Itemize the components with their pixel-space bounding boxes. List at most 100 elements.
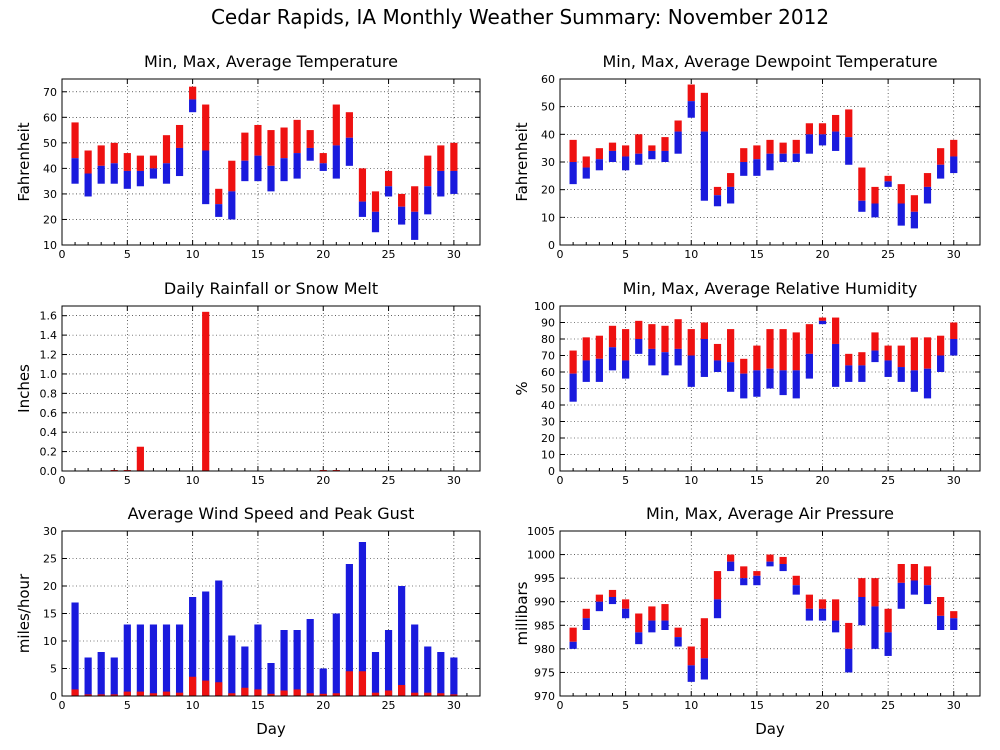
pressure-bar-lower (779, 564, 787, 572)
humidity-bar-lower (923, 368, 932, 399)
dewpoint-bar-upper (635, 134, 643, 154)
humidity-xtick-label: 15 (750, 474, 764, 487)
wind-gust-bar (332, 613, 340, 696)
temperature-plot-frame (61, 78, 481, 246)
wind-gust-bar (97, 652, 105, 696)
pressure-title: Min, Max, Average Air Pressure (646, 504, 894, 523)
humidity-bar-lower (818, 320, 827, 325)
wind-gust-bar (437, 652, 445, 696)
rainfall-ytick-label: 1.6 (40, 310, 58, 323)
dewpoint-xtick-label: 30 (947, 248, 961, 261)
pressure-bar-upper (595, 594, 603, 602)
chart-panels: Min, Max, Average Temperature10203040506… (15, 52, 981, 738)
rainfall-ytick-label: 0.2 (40, 446, 58, 459)
rainfall-ytick-label: 1.2 (40, 349, 58, 362)
wind-gust-bar (228, 635, 236, 696)
pressure-bar-lower (766, 561, 774, 567)
dewpoint-panel: Min, Max, Average Dewpoint Temperature 0 1… (513, 52, 981, 261)
wind-average-bar (411, 692, 419, 696)
dewpoint-bar-lower (832, 131, 840, 151)
humidity-bar-upper (713, 343, 722, 361)
humidity-bar-upper (635, 320, 643, 339)
humidity-ytick-label: 10 (541, 449, 555, 462)
humidity-title: Min, Max, Average Relative Humidity (623, 279, 918, 298)
pressure-bar-lower (845, 648, 853, 673)
wind-gust-bar (189, 597, 197, 696)
pressure-bar-lower (727, 561, 735, 572)
temperature-bar-upper (254, 124, 262, 156)
rainfall-xtick-label: 30 (447, 474, 461, 487)
temperature-bar-upper (345, 112, 353, 138)
humidity-ytick-label: 100 (534, 300, 555, 313)
wind-ytick-label: 30 (43, 525, 57, 538)
dewpoint-bar-upper (792, 139, 800, 154)
rainfall-title: Daily Rainfall or Snow Melt (164, 279, 378, 298)
wind-gust-bar (254, 624, 262, 696)
temperature-bar-lower (293, 153, 301, 179)
temperature-bar-lower (345, 137, 353, 166)
humidity-xtick-label: 20 (816, 474, 830, 487)
pressure-bar-upper (818, 599, 827, 609)
dewpoint-bar-upper (832, 114, 840, 132)
humidity-ytick-label: 60 (541, 366, 555, 379)
rainfall-xtick-label: 15 (251, 474, 265, 487)
humidity-bar-upper (569, 350, 577, 374)
wind-average-bar (241, 687, 249, 696)
figure-title: Cedar Rapids, IA Monthly Weather Summary… (211, 5, 829, 29)
dewpoint-bar-lower (608, 150, 617, 162)
wind-xlabel: Day (256, 720, 286, 738)
temperature-bar-lower (411, 211, 419, 240)
rainfall-ytick-label: 1.4 (40, 329, 58, 342)
pressure-bar-lower (622, 608, 630, 619)
humidity-bar-upper (950, 322, 958, 339)
temperature-bar-upper (437, 145, 445, 171)
wind-average-bar (293, 689, 301, 696)
dewpoint-bar-lower (937, 164, 945, 179)
wind-average-bar (71, 689, 79, 696)
humidity-ylabel: % (513, 381, 531, 395)
rainfall-ytick-label: 1.0 (40, 368, 58, 381)
temperature-bar-upper (293, 119, 301, 154)
dewpoint-bar-upper (727, 173, 735, 187)
temperature-bar-upper (162, 135, 171, 164)
humidity-bar-upper (871, 332, 879, 351)
temperature-bar-upper (189, 86, 197, 100)
pressure-bar-upper (950, 611, 958, 619)
dewpoint-xtick-label: 25 (881, 248, 895, 261)
temperature-xtick-label: 15 (251, 248, 265, 261)
dewpoint-bar-lower (595, 159, 603, 171)
wind-average-bar (267, 693, 275, 696)
dewpoint-bar-lower (897, 203, 905, 226)
wind-average-bar (424, 692, 432, 696)
wind-average-bar (384, 690, 393, 696)
wind-ytick-label: 10 (43, 635, 57, 648)
temperature-bar-upper (450, 142, 458, 171)
wind-xtick-label: 5 (124, 699, 131, 712)
pressure-bar-lower (582, 618, 590, 630)
rainfall-xtick-label: 0 (59, 474, 66, 487)
pressure-bar-lower (661, 620, 669, 630)
wind-gust-bar (371, 652, 380, 696)
dewpoint-ytick-label: 60 (541, 73, 555, 86)
pressure-bar-upper (635, 613, 643, 633)
temperature-bar-lower (215, 204, 223, 217)
rainfall-ytick-label: 0.8 (40, 387, 58, 400)
dewpoint-plot-frame (559, 78, 981, 246)
dewpoint-bar-upper (713, 186, 722, 196)
humidity-bar-upper (818, 317, 827, 321)
humidity-xtick-label: 30 (947, 474, 961, 487)
wind-gust-bar (267, 663, 275, 696)
wind-gust-bar (71, 602, 79, 696)
dewpoint-bar-upper (622, 145, 630, 157)
dewpoint-title: Min, Max, Average Dewpoint Temperature (602, 52, 937, 71)
dewpoint-bar-upper (766, 139, 774, 154)
pressure-xtick-label: 30 (947, 699, 961, 712)
dewpoint-bar-upper (661, 137, 669, 151)
pressure-xlabel: Day (755, 720, 785, 738)
dewpoint-bar-lower (661, 150, 669, 162)
wind-average-bar (136, 691, 144, 696)
temperature-bar-lower (110, 163, 118, 184)
humidity-panel: Min, Max, Average Relative Humidity01020… (513, 279, 981, 487)
temperature-ytick-label: 20 (43, 213, 57, 226)
temperature-bar-upper (136, 155, 144, 171)
